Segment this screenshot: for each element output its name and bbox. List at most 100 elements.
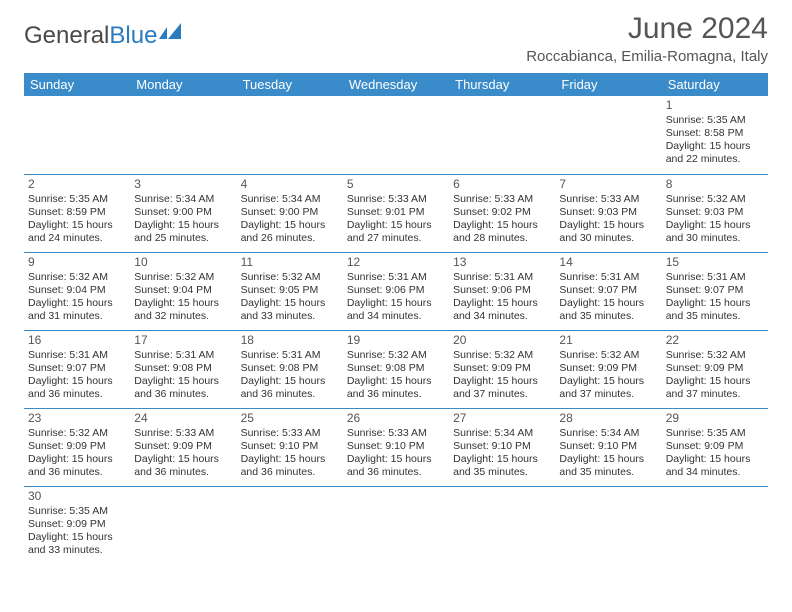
weekday-header: Tuesday <box>237 73 343 96</box>
calendar-day-cell: 26Sunrise: 5:33 AMSunset: 9:10 PMDayligh… <box>343 408 449 486</box>
sunset-line: Sunset: 9:04 PM <box>134 284 232 297</box>
daylight-line: Daylight: 15 hours and 34 minutes. <box>453 297 551 323</box>
sunrise-line: Sunrise: 5:35 AM <box>666 427 764 440</box>
daylight-line: Daylight: 15 hours and 37 minutes. <box>453 375 551 401</box>
calendar-week-row: 30Sunrise: 5:35 AMSunset: 9:09 PMDayligh… <box>24 486 768 564</box>
header: GeneralBlue June 2024 Roccabianca, Emili… <box>24 12 768 65</box>
sunset-line: Sunset: 9:05 PM <box>241 284 339 297</box>
sunrise-line: Sunrise: 5:34 AM <box>559 427 657 440</box>
calendar-day-cell: 13Sunrise: 5:31 AMSunset: 9:06 PMDayligh… <box>449 252 555 330</box>
calendar-day-cell: 20Sunrise: 5:32 AMSunset: 9:09 PMDayligh… <box>449 330 555 408</box>
day-number: 22 <box>666 333 764 348</box>
day-number: 16 <box>28 333 126 348</box>
sunrise-line: Sunrise: 5:32 AM <box>666 193 764 206</box>
calendar-week-row: 1Sunrise: 5:35 AMSunset: 8:58 PMDaylight… <box>24 96 768 174</box>
location: Roccabianca, Emilia-Romagna, Italy <box>526 48 768 65</box>
calendar-day-cell: 21Sunrise: 5:32 AMSunset: 9:09 PMDayligh… <box>555 330 661 408</box>
calendar-week-row: 9Sunrise: 5:32 AM Sunset: 9:04 PM Daylight… <box>24 252 768 330</box>
sunset-line: Sunset: 8:58 PM <box>666 127 764 140</box>
day-number: 9 <box>28 255 126 270</box>
flag-icon <box>159 22 185 50</box>
calendar-day-cell: 28Sunrise: 5:34 AMSunset: 9:10 PMDayligh… <box>555 408 661 486</box>
calendar-table: Sunday Monday Tuesday Wednesday Thursday… <box>24 73 768 564</box>
weekday-header: Saturday <box>662 73 768 96</box>
sunset-line: Sunset: 9:10 PM <box>347 440 445 453</box>
title-block: June 2024 Roccabianca, Emilia-Romagna, I… <box>526 12 768 65</box>
sunrise-line: Sunrise: 5:33 AM <box>453 193 551 206</box>
day-number: 8 <box>666 177 764 192</box>
weekday-header: Sunday <box>24 73 130 96</box>
calendar-day-cell: 11Sunrise: 5:32 AMSunset: 9:05 PMDayligh… <box>237 252 343 330</box>
sunset-line: Sunset: 9:09 PM <box>666 440 764 453</box>
sunrise-line: Sunrise: 5:35 AM <box>28 505 126 518</box>
daylight-line: Daylight: 15 hours and 37 minutes. <box>666 375 764 401</box>
sunset-line: Sunset: 9:02 PM <box>453 206 551 219</box>
day-number: 18 <box>241 333 339 348</box>
calendar-day-cell: 3Sunrise: 5:34 AMSunset: 9:00 PMDaylight… <box>130 174 236 252</box>
day-number: 6 <box>453 177 551 192</box>
calendar-day-cell <box>24 96 130 174</box>
daylight-line: Daylight: 15 hours and 36 minutes. <box>347 375 445 401</box>
daylight-line: Daylight: 15 hours and 24 minutes. <box>28 219 126 245</box>
calendar-day-cell <box>555 486 661 564</box>
calendar-day-cell: 12Sunrise: 5:31 AMSunset: 9:06 PMDayligh… <box>343 252 449 330</box>
day-number: 11 <box>241 255 339 270</box>
day-number: 19 <box>347 333 445 348</box>
daylight-line: Daylight: 15 hours and 36 minutes. <box>241 375 339 401</box>
daylight-line: Daylight: 15 hours and 34 minutes. <box>347 297 445 323</box>
weekday-header-row: Sunday Monday Tuesday Wednesday Thursday… <box>24 73 768 96</box>
day-number: 4 <box>241 177 339 192</box>
sunrise-line: Sunrise: 5:34 AM <box>241 193 339 206</box>
daylight-line: Daylight: 15 hours and 30 minutes. <box>666 219 764 245</box>
daylight-line: Daylight: 15 hours and 35 minutes. <box>666 297 764 323</box>
sunrise-line: Sunrise: 5:33 AM <box>241 427 339 440</box>
month-title: June 2024 <box>526 12 768 46</box>
calendar-day-cell: 9Sunrise: 5:32 AMSunset: 9:04 PMDaylight… <box>24 252 130 330</box>
daylight-line: Daylight: 15 hours and 35 minutes. <box>453 453 551 479</box>
sunset-line: Sunset: 9:08 PM <box>134 362 232 375</box>
sunrise-line: Sunrise: 5:34 AM <box>134 193 232 206</box>
sunrise-line: Sunrise: 5:32 AM <box>666 349 764 362</box>
sunrise-line: Sunrise: 5:32 AM <box>28 427 126 440</box>
day-number: 7 <box>559 177 657 192</box>
sunset-line: Sunset: 9:06 PM <box>453 284 551 297</box>
daylight-line: Daylight: 15 hours and 36 minutes. <box>28 375 126 401</box>
day-number: 30 <box>28 489 126 504</box>
daylight-line: Daylight: 15 hours and 35 minutes. <box>559 453 657 479</box>
calendar-day-cell: 29Sunrise: 5:35 AMSunset: 9:09 PMDayligh… <box>662 408 768 486</box>
sunrise-line: Sunrise: 5:32 AM <box>28 271 126 284</box>
day-number: 12 <box>347 255 445 270</box>
day-number: 21 <box>559 333 657 348</box>
day-number: 17 <box>134 333 232 348</box>
calendar-day-cell: 25Sunrise: 5:33 AMSunset: 9:10 PMDayligh… <box>237 408 343 486</box>
calendar-page: GeneralBlue June 2024 Roccabianca, Emili… <box>0 0 792 576</box>
brand-part1: General <box>24 22 109 50</box>
sunset-line: Sunset: 8:59 PM <box>28 206 126 219</box>
daylight-line: Daylight: 15 hours and 30 minutes. <box>559 219 657 245</box>
sunrise-line: Sunrise: 5:31 AM <box>28 349 126 362</box>
daylight-line: Daylight: 15 hours and 36 minutes. <box>134 375 232 401</box>
calendar-day-cell: 8Sunrise: 5:32 AMSunset: 9:03 PMDaylight… <box>662 174 768 252</box>
day-number: 25 <box>241 411 339 426</box>
daylight-line: Daylight: 15 hours and 36 minutes. <box>347 453 445 479</box>
calendar-day-cell: 23Sunrise: 5:32 AMSunset: 9:09 PMDayligh… <box>24 408 130 486</box>
sunset-line: Sunset: 9:03 PM <box>666 206 764 219</box>
calendar-week-row: 16Sunrise: 5:31 AMSunset: 9:07 PMDayligh… <box>24 330 768 408</box>
sunrise-line: Sunrise: 5:33 AM <box>559 193 657 206</box>
sunset-line: Sunset: 9:09 PM <box>666 362 764 375</box>
daylight-line: Daylight: 15 hours and 25 minutes. <box>134 219 232 245</box>
calendar-day-cell: 14Sunrise: 5:31 AMSunset: 9:07 PMDayligh… <box>555 252 661 330</box>
day-number: 2 <box>28 177 126 192</box>
daylight-line: Daylight: 15 hours and 33 minutes. <box>28 531 126 557</box>
sunrise-line: Sunrise: 5:32 AM <box>453 349 551 362</box>
daylight-line: Daylight: 15 hours and 26 minutes. <box>241 219 339 245</box>
day-number: 26 <box>347 411 445 426</box>
sunrise-line: Sunrise: 5:32 AM <box>559 349 657 362</box>
sunrise-line: Sunrise: 5:31 AM <box>347 271 445 284</box>
day-number: 27 <box>453 411 551 426</box>
sunrise-line: Sunrise: 5:31 AM <box>134 349 232 362</box>
sunrise-line: Sunrise: 5:32 AM <box>347 349 445 362</box>
weekday-header: Thursday <box>449 73 555 96</box>
calendar-week-row: 2Sunrise: 5:35 AMSunset: 8:59 PMDaylight… <box>24 174 768 252</box>
calendar-day-cell <box>662 486 768 564</box>
